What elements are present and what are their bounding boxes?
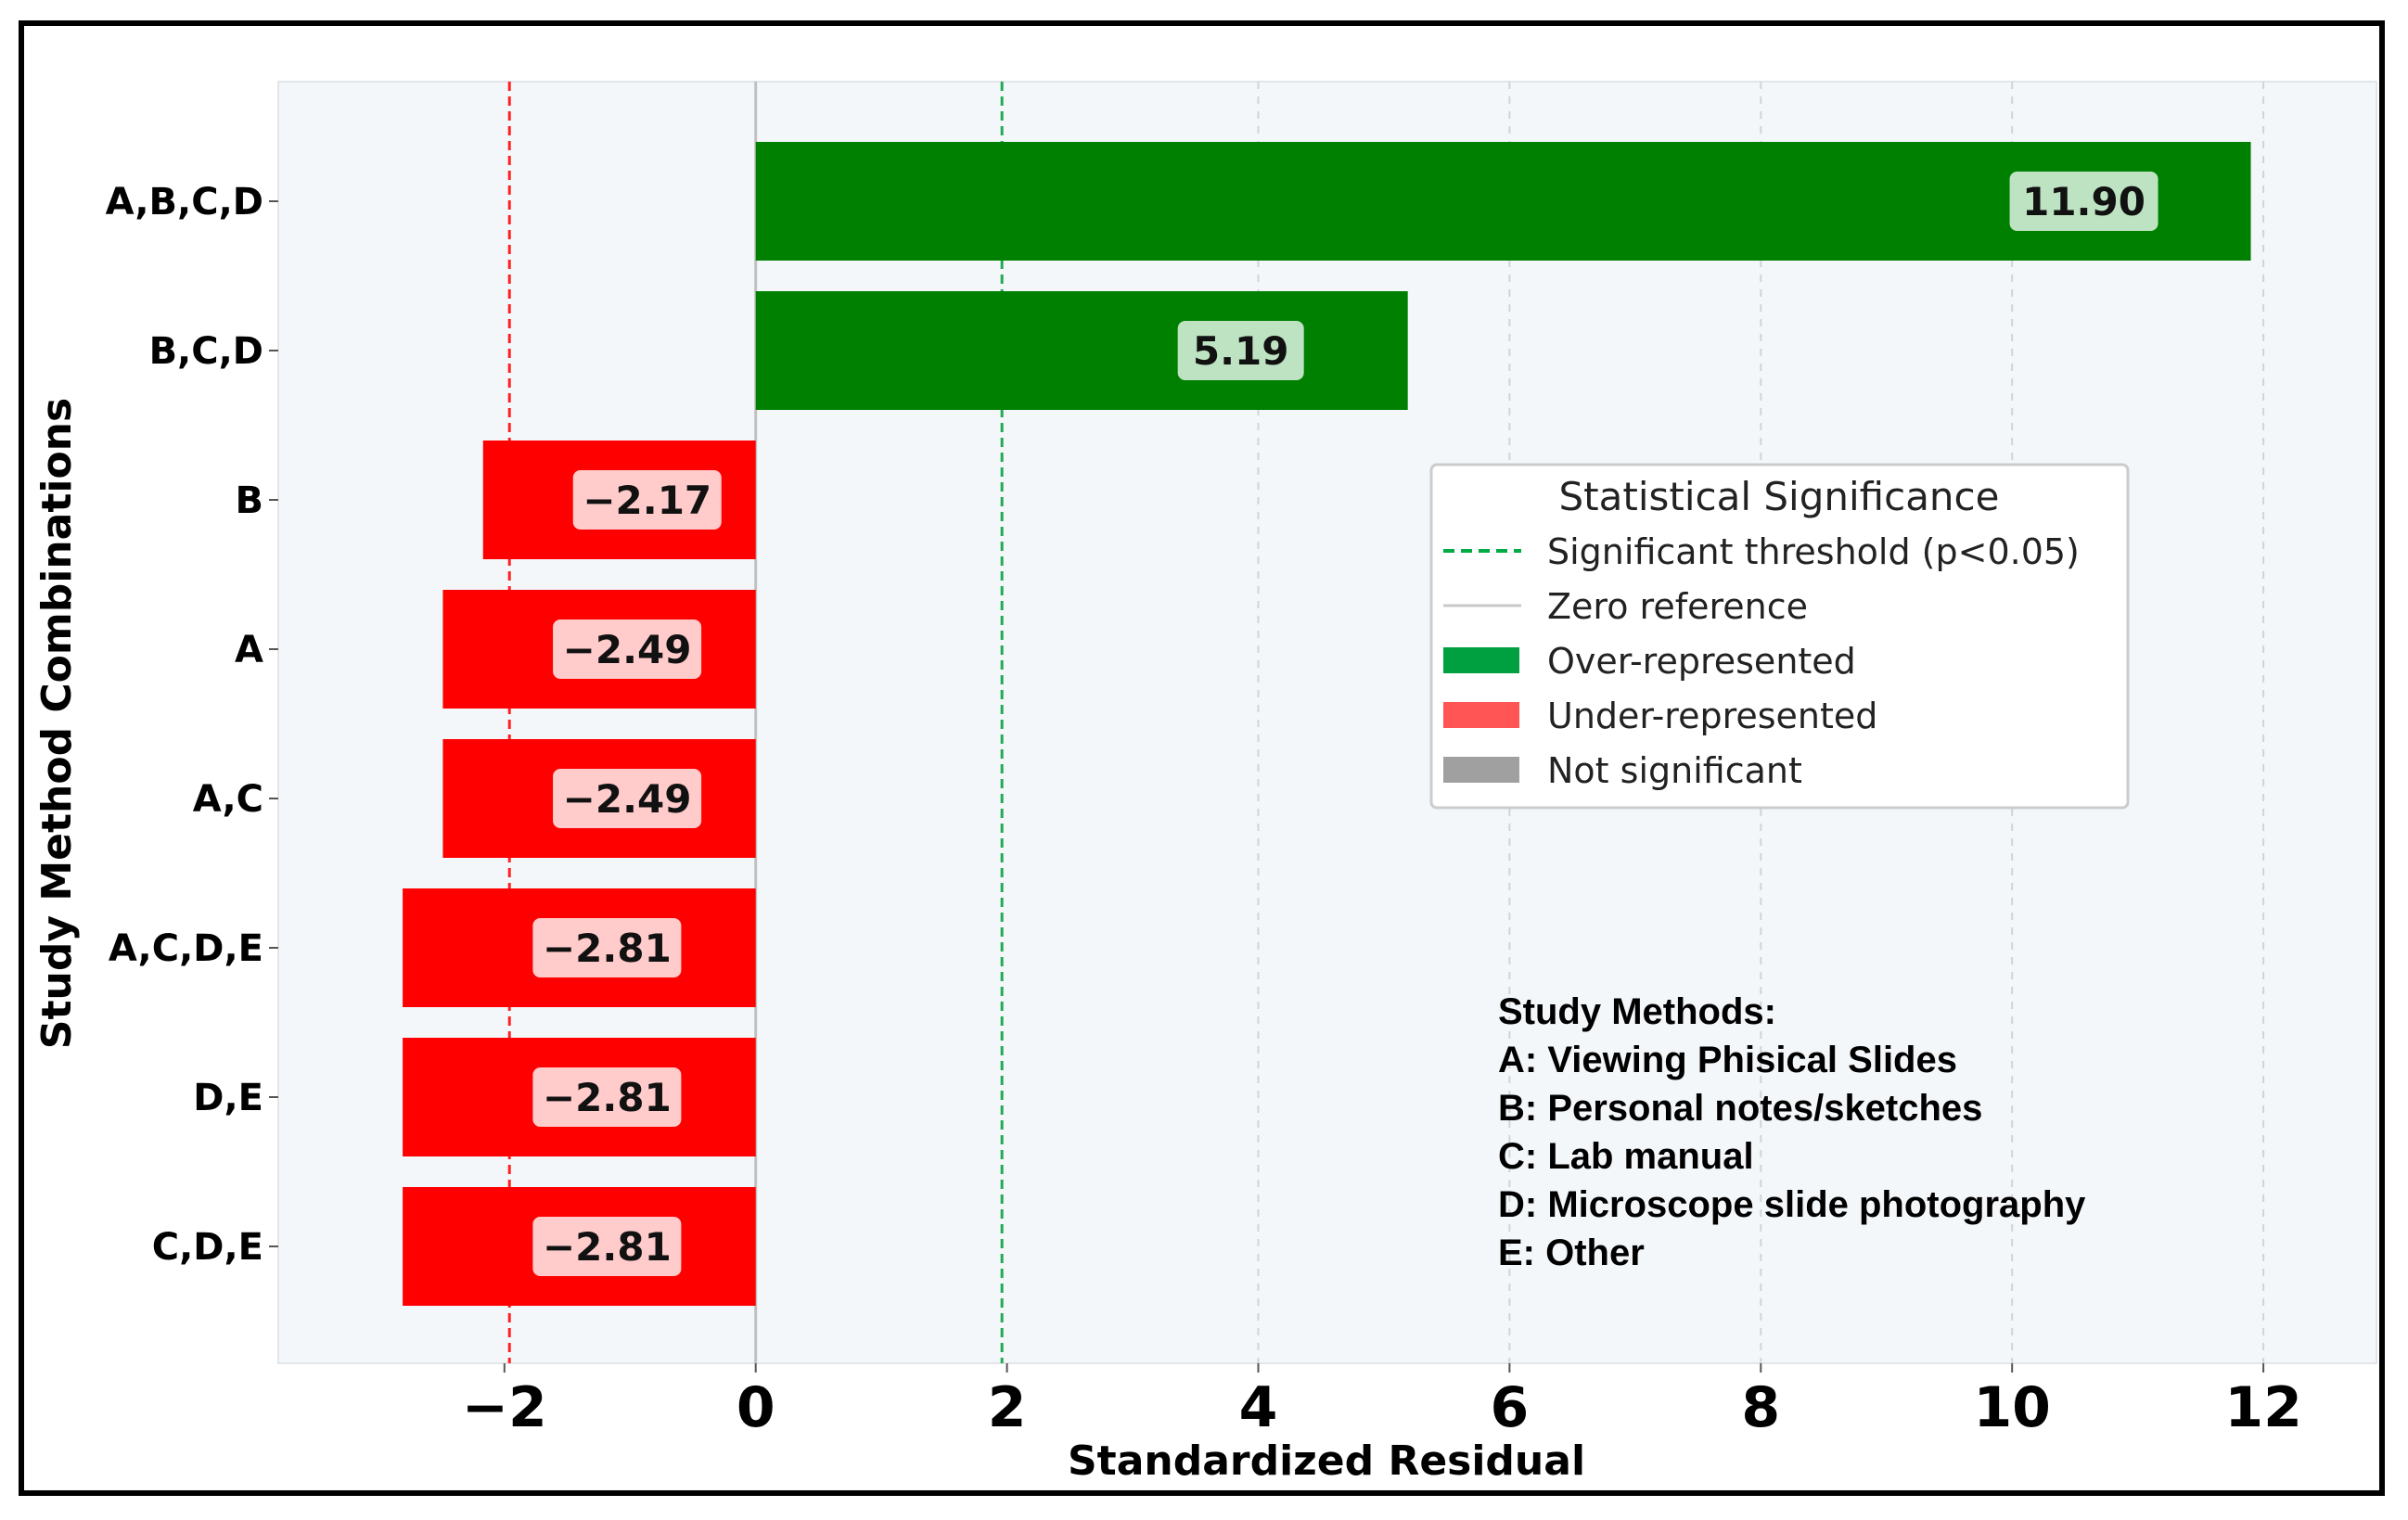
- x-tick-label: 12: [2224, 1375, 2302, 1440]
- study-method-line: D: Microscope slide photography: [1498, 1184, 2086, 1225]
- value-label-badge: [2009, 172, 2158, 231]
- legend-swatch-patch: [1443, 757, 1519, 783]
- y-tick-label: B,C,D: [149, 330, 263, 373]
- value-labels: 11.90 5.19 −2.17 −2.49 −2.49 −2.81 −2.81 −2.81: [532, 172, 2158, 1276]
- y-tick-label: A,C,D,E: [109, 927, 263, 970]
- y-axis-ticks: A,B,C,D B,C,D B A A,C A,C,D,E D,E C,D,E: [106, 181, 278, 1269]
- value-label: 5.19: [1193, 328, 1289, 374]
- figure-border: [19, 20, 2385, 1496]
- value-label-badge: [532, 1217, 682, 1276]
- y-tick-label: A: [235, 629, 263, 671]
- x-axis-label: Standardized Residual: [1068, 1437, 1585, 1485]
- legend-entries: Significant threshold (p<0.05) Zero refer…: [1443, 531, 2080, 791]
- bar: [755, 291, 1408, 410]
- legend: Statistical Significance Significant thr…: [1429, 463, 2130, 810]
- legend-entry-label: Over-represented: [1547, 641, 1856, 682]
- x-tick-label: 6: [1491, 1375, 1530, 1440]
- legend-entry-label: Significant threshold (p<0.05): [1547, 531, 2080, 572]
- study-method-line: B: Personal notes/sketches: [1498, 1088, 1982, 1129]
- value-label: −2.81: [543, 1224, 672, 1270]
- x-tick-label: 0: [736, 1375, 775, 1440]
- y-tick-label: B: [236, 479, 264, 522]
- value-label: −2.49: [563, 776, 692, 822]
- bars: [403, 142, 2251, 1306]
- y-tick-label: A,B,C,D: [106, 181, 263, 224]
- y-tick-label: C,D,E: [152, 1226, 263, 1269]
- study-methods-title: Study Methods:: [1498, 991, 1776, 1032]
- value-label-badge: [553, 769, 702, 828]
- y-tick-label: A,C: [193, 778, 263, 821]
- value-label-badge: [532, 918, 682, 977]
- x-tick-label: −2: [462, 1375, 547, 1440]
- legend-swatch-patch: [1443, 647, 1519, 673]
- value-label: 11.90: [2022, 179, 2145, 224]
- value-label-badge: [572, 470, 722, 530]
- value-label-badge: [1177, 321, 1304, 380]
- y-axis-label: Study Method Combinations: [33, 398, 81, 1049]
- value-label: −2.81: [543, 926, 672, 971]
- legend-entry-label: Under-represented: [1547, 696, 1877, 736]
- value-label-badge: [553, 619, 702, 679]
- value-label: −2.17: [583, 478, 711, 523]
- x-axis-ticks: −2 0 2 4 6 8 10 12: [462, 1363, 2302, 1440]
- study-method-line: E: Other: [1498, 1233, 1645, 1273]
- y-tick-label: D,E: [193, 1077, 263, 1119]
- study-method-line: A: Viewing Phisical Slides: [1498, 1040, 1957, 1080]
- study-methods-key: Study Methods: A: Viewing Phisical Slide…: [1498, 991, 2086, 1273]
- legend-swatch-patch: [1443, 702, 1519, 728]
- study-methods-lines: A: Viewing Phisical Slides B: Personal no…: [1498, 1040, 2086, 1273]
- study-method-line: C: Lab manual: [1498, 1136, 1754, 1177]
- legend-box: [1429, 463, 2130, 810]
- x-tick-label: 2: [988, 1375, 1027, 1440]
- x-tick-label: 4: [1239, 1375, 1278, 1440]
- value-label: −2.81: [543, 1075, 672, 1120]
- value-label: −2.49: [563, 627, 692, 672]
- legend-entry-label: Zero reference: [1547, 586, 1808, 627]
- x-tick-label: 8: [1741, 1375, 1780, 1440]
- bar: [755, 142, 2251, 261]
- x-tick-label: 10: [1973, 1375, 2051, 1440]
- legend-entry-label: Not significant: [1547, 750, 1802, 791]
- value-label-badge: [532, 1067, 682, 1127]
- legend-title: Statistical Significance: [1559, 474, 2000, 519]
